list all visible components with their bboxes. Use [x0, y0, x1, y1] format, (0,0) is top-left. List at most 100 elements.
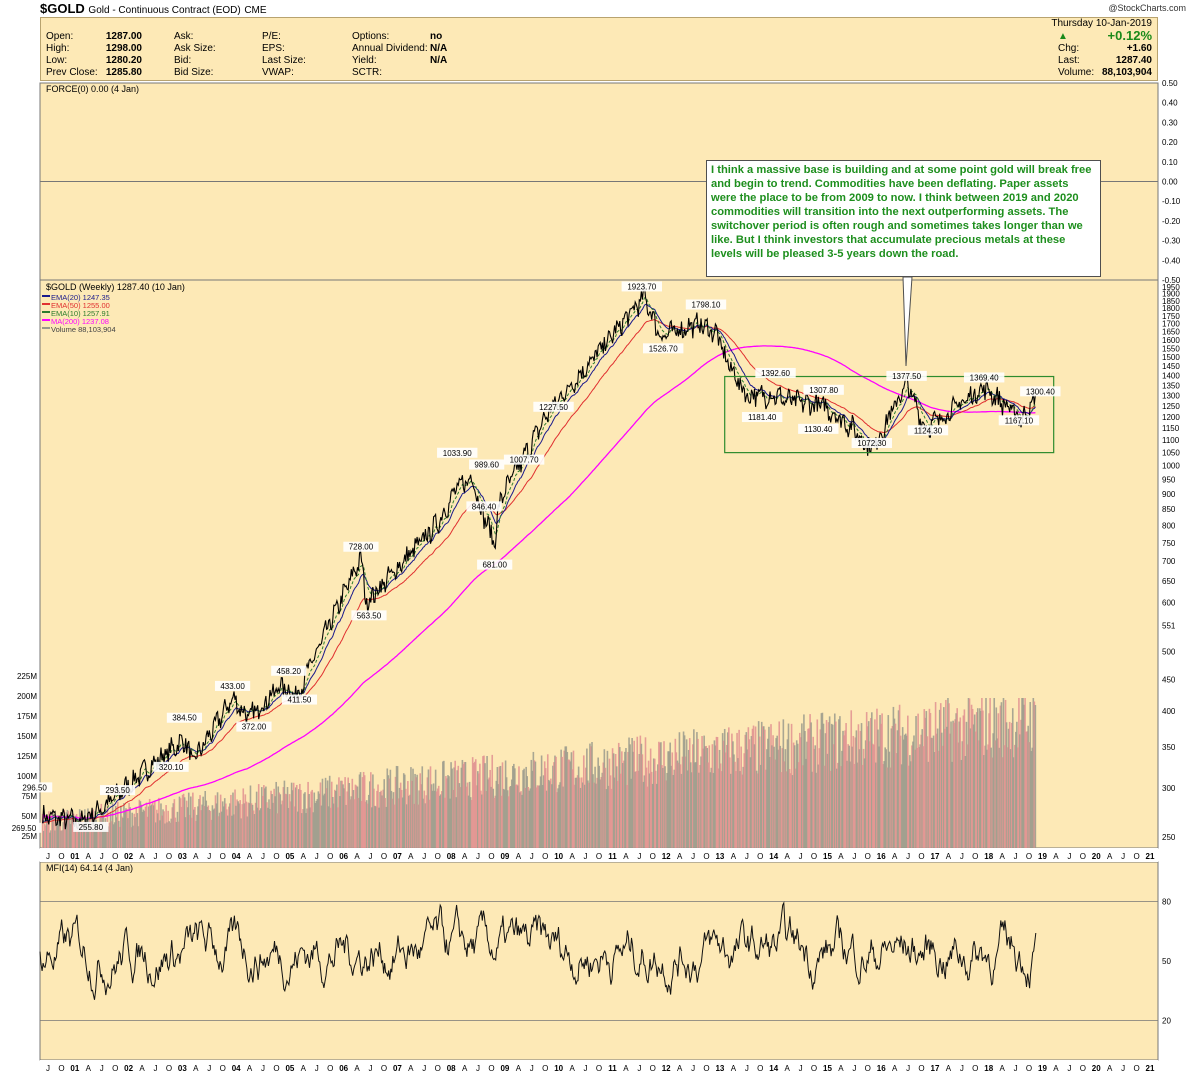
- price-tick-label: 750: [1162, 539, 1176, 548]
- volume-bar: [270, 790, 272, 848]
- x-tick-label: 03: [178, 852, 187, 861]
- x-tick-label: A: [892, 852, 898, 861]
- volume-bar: [470, 800, 473, 848]
- dividend-label: Annual Dividend:: [352, 43, 428, 54]
- volume-bar: [557, 788, 559, 848]
- volume-bar: [883, 761, 885, 848]
- volume-bar: [376, 790, 378, 848]
- bid-size-label: Bid Size:: [174, 67, 214, 78]
- x-tick-label: A: [86, 852, 92, 861]
- volume-bar: [740, 746, 742, 848]
- chg-label: Chg:: [1058, 43, 1080, 54]
- volume-bar: [687, 749, 690, 848]
- volume-bar: [809, 714, 811, 848]
- force-tick-label: 0.30: [1162, 118, 1178, 127]
- volume-bar: [857, 724, 860, 848]
- x-tick-label: A: [516, 852, 522, 861]
- x-tick-label-bottom: O: [1133, 1064, 1139, 1073]
- x-tick-label: O: [1026, 852, 1032, 861]
- x-tick-label-bottom: J: [691, 1064, 695, 1073]
- volume-bar: [874, 719, 876, 848]
- volume-bar: [934, 702, 937, 848]
- volume-bar: [954, 719, 956, 848]
- volume-bar: [1020, 719, 1022, 848]
- volume-bar: [654, 770, 657, 848]
- volume-bar: [1022, 698, 1024, 848]
- price-label-bg: [851, 437, 893, 448]
- force-tick-label: -0.30: [1162, 237, 1181, 246]
- volume-bar: [575, 777, 578, 848]
- volume-bar: [825, 720, 828, 848]
- quote-date: Thursday 10-Jan-2019: [1051, 18, 1152, 29]
- volume-bar: [955, 713, 957, 848]
- legend-swatch: [42, 295, 50, 297]
- volume-bar: [497, 784, 500, 848]
- volume-bar: [741, 774, 743, 848]
- volume-bar: [888, 751, 891, 848]
- volume-bar: [944, 728, 946, 848]
- x-tick-label: J: [154, 852, 158, 861]
- sctr-label: SCTR:: [352, 67, 382, 78]
- volume-bar: [952, 720, 954, 848]
- volume-bar: [882, 764, 884, 848]
- credit-link[interactable]: @StockCharts.com: [1108, 3, 1186, 13]
- volume-bar: [621, 751, 623, 848]
- volume-bar: [298, 789, 300, 848]
- price-tick-label: 1950: [1162, 283, 1180, 292]
- volume-bar: [110, 821, 113, 848]
- yield-label: Yield:: [352, 55, 377, 66]
- volume-bar: [594, 766, 596, 848]
- volume-bar: [718, 749, 721, 848]
- volume-bar: [422, 798, 425, 848]
- volume-bar: [987, 744, 989, 848]
- volume-bar: [816, 719, 819, 848]
- volume-bar: [633, 740, 635, 848]
- q1-0-label: Open:: [46, 31, 74, 42]
- volume-bar: [526, 776, 528, 848]
- volume-bar: [283, 780, 286, 848]
- volume-bar: [365, 800, 368, 848]
- volume-bar: [670, 765, 673, 848]
- volume-bar: [850, 710, 853, 848]
- volume-bar: [975, 712, 978, 848]
- volume-bar: [839, 716, 841, 848]
- volume-bar: [128, 802, 130, 848]
- volume-bar: [366, 803, 369, 848]
- volume-bar: [471, 757, 474, 848]
- volume-bar: [811, 771, 813, 848]
- volume-bar: [737, 758, 739, 848]
- volume-bar: [734, 761, 736, 848]
- volume-bar: [289, 801, 292, 848]
- price-tick-label: 700: [1162, 557, 1176, 566]
- volume-bar: [640, 743, 643, 848]
- volume-bar: [731, 733, 733, 848]
- vwap-label: VWAP:: [262, 67, 294, 78]
- x-tick-label-bottom: O: [381, 1064, 387, 1073]
- volume-bar: [154, 800, 156, 848]
- legend-swatch: [42, 319, 50, 321]
- volume-bar: [195, 820, 197, 848]
- volume-bar: [275, 781, 277, 848]
- volume-bar: [389, 769, 392, 848]
- volume-bar: [643, 775, 646, 848]
- volume-bar: [615, 766, 618, 848]
- volume-bar: [598, 765, 601, 848]
- x-tick-label-bottom: O: [811, 1064, 817, 1073]
- volume-bar: [513, 763, 515, 848]
- volume-bar: [120, 805, 122, 848]
- volume-bar: [255, 791, 258, 848]
- volume-bar: [999, 705, 1002, 848]
- volume-bar: [919, 744, 921, 848]
- volume-bar: [553, 762, 555, 848]
- volume-bar: [302, 809, 304, 848]
- volume-bar: [323, 793, 326, 848]
- volume-bar: [597, 757, 599, 848]
- volume-bar: [991, 757, 993, 848]
- volume-bar: [766, 749, 768, 848]
- volume-bar: [822, 723, 825, 848]
- volume-bar: [295, 784, 298, 848]
- volume-bar: [897, 710, 900, 848]
- volume-bar: [458, 783, 461, 848]
- x-tick-label-bottom: 16: [877, 1064, 886, 1073]
- volume-bar: [294, 787, 297, 848]
